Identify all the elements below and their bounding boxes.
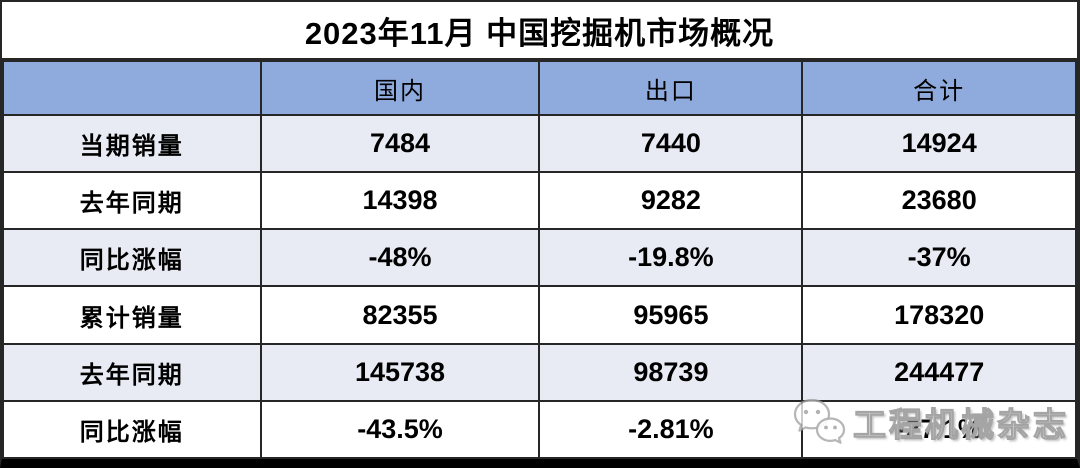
row-label: 当期销量 <box>2 113 262 174</box>
row-label: 累计销量 <box>2 285 262 345</box>
header-row: 国内 出口 合计 <box>2 60 1077 116</box>
row-label: 同比涨幅 <box>2 228 262 288</box>
cell-value: 82355 <box>259 285 541 345</box>
cell-value: 14924 <box>801 113 1077 174</box>
table-row: 去年同期 14398 9282 23680 <box>2 171 1077 231</box>
row-label: 同比涨幅 <box>2 399 262 460</box>
table-row: 同比涨幅 -48% -19.8% -37% <box>2 228 1077 288</box>
cell-value: 145738 <box>259 342 541 402</box>
row-label: 去年同期 <box>2 342 262 402</box>
header-corner-cell <box>2 60 262 116</box>
table-row: 去年同期 145738 98739 244477 <box>2 342 1077 402</box>
table-body: 当期销量 7484 7440 14924 去年同期 14398 9282 236… <box>2 113 1077 460</box>
cell-value: -43.5% <box>259 399 541 460</box>
cell-value: 98739 <box>538 342 804 402</box>
cell-value: 14398 <box>259 171 541 231</box>
header-total: 合计 <box>801 60 1077 116</box>
cell-value: 7484 <box>259 113 541 174</box>
cell-value: -2.81% <box>538 399 804 460</box>
cell-value: 7440 <box>538 113 804 174</box>
table-header: 国内 出口 合计 <box>2 60 1077 116</box>
row-label: 去年同期 <box>2 171 262 231</box>
table-row: 同比涨幅 -43.5% -2.81% -27.1% <box>2 399 1077 460</box>
table-row: 当期销量 7484 7440 14924 <box>2 113 1077 174</box>
table-area: 国内 出口 合计 当期销量 7484 7440 14924 去年同期 14398… <box>2 60 1077 460</box>
table-row: 累计销量 82355 95965 178320 <box>2 285 1077 345</box>
header-domestic: 国内 <box>259 60 541 116</box>
cell-value: -48% <box>259 228 541 288</box>
market-table: 国内 出口 合计 当期销量 7484 7440 14924 去年同期 14398… <box>2 60 1077 460</box>
cell-value: 178320 <box>801 285 1077 345</box>
cell-value: 95965 <box>538 285 804 345</box>
cell-value: 23680 <box>801 171 1077 231</box>
cell-value: -19.8% <box>538 228 804 288</box>
cell-value: 9282 <box>538 171 804 231</box>
cell-value: 244477 <box>801 342 1077 402</box>
cell-value: -27.1% <box>801 399 1077 460</box>
header-export: 出口 <box>538 60 804 116</box>
table-title: 2023年11月 中国挖掘机市场概况 <box>2 2 1077 60</box>
cell-value: -37% <box>801 228 1077 288</box>
